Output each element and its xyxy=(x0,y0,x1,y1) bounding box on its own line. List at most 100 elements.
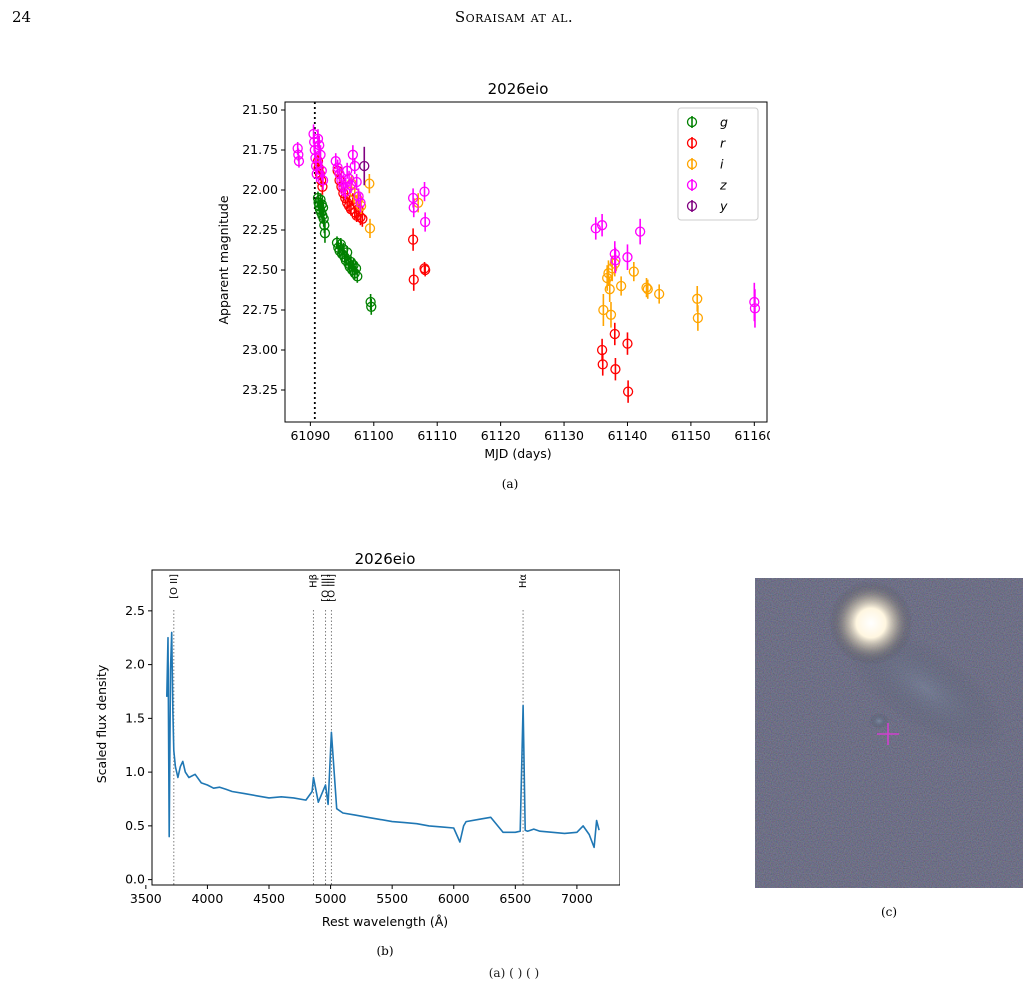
data-point-z xyxy=(338,181,349,192)
data-point-z xyxy=(347,149,359,160)
chart-title: 2026eio xyxy=(355,550,416,568)
axes-frame xyxy=(284,101,768,423)
data-point-i xyxy=(642,284,653,295)
x-tick-label: 4000 xyxy=(192,891,224,906)
emission-line-label: [O III] xyxy=(326,574,337,602)
chart-title: 2026eio xyxy=(488,80,549,98)
light-curve-plot-area: 61090 61100 61110 61120 61130 61140 61150 61160… xyxy=(242,101,770,443)
truncated-caption-line: (a) ( ) ( ) xyxy=(488,966,540,980)
data-point-i xyxy=(364,223,376,234)
data-point-g xyxy=(366,301,377,312)
data-point-r xyxy=(313,162,324,173)
data-point-g xyxy=(349,268,360,279)
x-axis-label: MJD (days) xyxy=(484,446,551,461)
x-tick-label: 61150 xyxy=(671,428,711,443)
y-tick-label: 2.5 xyxy=(125,603,145,618)
legend-frame xyxy=(677,107,759,221)
running-head-text: Soraisam at al. xyxy=(454,8,574,26)
data-point-z xyxy=(610,255,621,266)
x-tick-label: 61110 xyxy=(417,428,457,443)
y-tick-label: 22.50 xyxy=(242,262,278,277)
y-axis-label: Scaled flux density xyxy=(94,664,109,783)
x-tick-label: 4500 xyxy=(253,891,285,906)
host-galaxy-image xyxy=(755,578,1023,888)
data-point-i xyxy=(628,266,639,277)
y-tick-label: 23.00 xyxy=(242,342,278,357)
x-tick-label: 3500 xyxy=(130,891,162,906)
x-tick-label: 61090 xyxy=(290,428,330,443)
caption-b: (b) xyxy=(376,944,394,958)
data-point-z xyxy=(342,165,353,176)
legend-circle-y xyxy=(686,200,698,212)
data-point-z xyxy=(353,191,364,202)
y-tick-label: 21.75 xyxy=(242,142,278,157)
x-tick-label: 7000 xyxy=(561,891,593,906)
legend-circle-z xyxy=(686,179,698,191)
legend-label-y: y xyxy=(719,199,728,214)
data-point-g xyxy=(319,228,331,239)
data-point-z xyxy=(340,186,351,197)
emission-line-label: Hβ xyxy=(308,574,319,588)
data-point-r xyxy=(357,213,368,224)
data-point-r xyxy=(610,364,621,375)
data-point-z xyxy=(408,202,419,213)
y-tick-label: 23.25 xyxy=(242,382,278,397)
legend-label-z: z xyxy=(719,178,727,193)
x-tick-label: 61140 xyxy=(608,428,648,443)
data-point-z xyxy=(317,175,329,186)
legend-circle-i xyxy=(686,158,698,170)
caption-a: (a) xyxy=(501,477,519,491)
page-number: 24 xyxy=(12,8,32,26)
spectrum-chart: 2026eio Scaled flux density Rest wavelen… xyxy=(94,550,620,929)
data-point-z xyxy=(336,175,347,186)
bright-star xyxy=(829,581,913,665)
legend-circle-g xyxy=(686,116,698,128)
data-point-i xyxy=(654,288,665,300)
data-point-i xyxy=(598,304,609,316)
legend-circle-r xyxy=(686,137,698,149)
x-tick-label: 61120 xyxy=(481,428,521,443)
data-point-z xyxy=(355,197,366,208)
data-point-r xyxy=(609,328,620,340)
axes-frame xyxy=(151,569,620,886)
y-tick-label: 1.0 xyxy=(125,764,145,779)
light-curve-chart: 2026eio Apparent magnitude MJD (days) 61… xyxy=(216,80,770,461)
data-point-z xyxy=(332,162,343,173)
data-point-g xyxy=(350,263,362,274)
x-tick-label: 6000 xyxy=(438,891,470,906)
data-point-z xyxy=(314,140,325,151)
legend-label-g: g xyxy=(720,115,728,130)
data-point-z xyxy=(315,149,326,160)
y-axis-label: Apparent magnitude xyxy=(216,195,231,324)
spectrum-line xyxy=(166,631,600,849)
data-point-z xyxy=(590,223,601,234)
y-tick-label: 22.75 xyxy=(242,302,278,317)
data-point-g xyxy=(335,239,346,250)
legend-label-r: r xyxy=(720,136,726,151)
data-point-i xyxy=(605,309,617,320)
data-point-y xyxy=(359,160,370,172)
y-tick-label: 2.0 xyxy=(125,657,145,672)
data-point-g xyxy=(348,260,359,271)
x-tick-label: 61130 xyxy=(544,428,584,443)
data-point-i xyxy=(615,280,627,292)
data-point-g xyxy=(342,247,353,258)
data-point-r xyxy=(407,234,419,245)
data-point-i xyxy=(604,284,615,295)
emission-line-label: [O II] xyxy=(169,574,180,599)
x-tick-label: 61160 xyxy=(734,428,770,443)
legend-label-i: i xyxy=(720,157,724,172)
data-point-r xyxy=(622,338,633,349)
data-point-z xyxy=(345,180,357,191)
data-point-z xyxy=(622,252,633,263)
data-point-z xyxy=(351,176,362,188)
x-tick-label: 61100 xyxy=(354,428,394,443)
data-point-i xyxy=(692,293,703,304)
host-galaxy-blob xyxy=(869,713,889,729)
data-point-z xyxy=(635,226,646,237)
emission-line-label: [O III] xyxy=(321,574,332,602)
running-head: Soraisam at al. xyxy=(0,8,1028,26)
data-point-z xyxy=(420,216,431,228)
